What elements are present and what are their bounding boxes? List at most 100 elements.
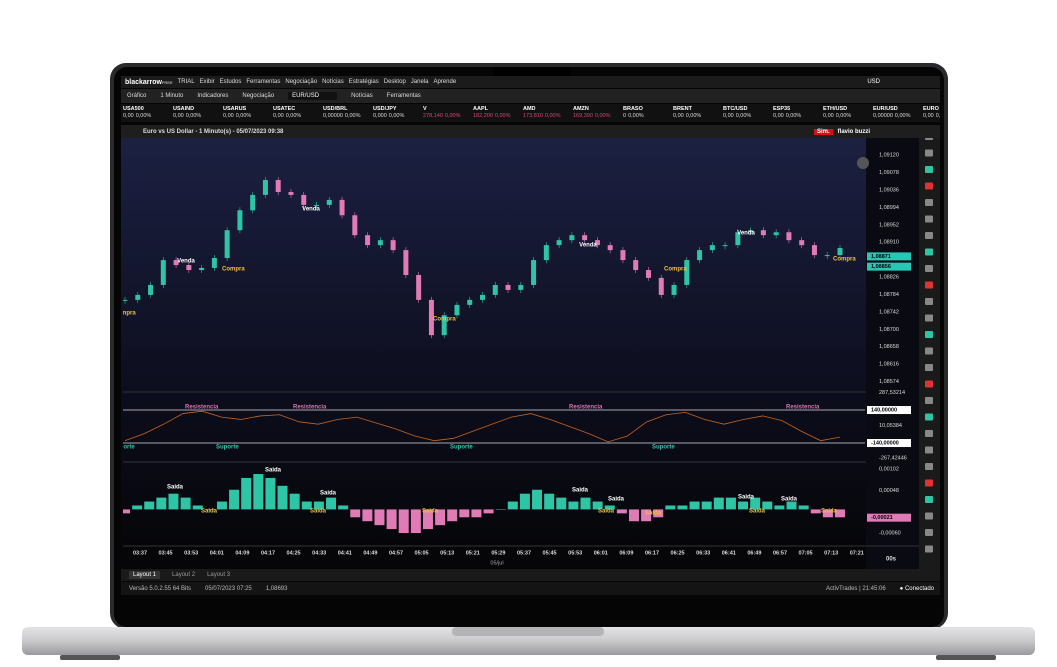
- histogram-bar: [398, 509, 409, 534]
- ticker[interactable]: BRENT 0,00 0,00%: [671, 106, 721, 120]
- histogram-bar: [750, 497, 761, 510]
- ticker[interactable]: AMZN 169,390 0,00%: [571, 106, 621, 120]
- time-label: 06:17: [645, 550, 659, 556]
- price-axis: [866, 138, 919, 569]
- ticker[interactable]: ESP35 0,00 0,00%: [771, 106, 821, 120]
- support-label: Suporte: [652, 445, 675, 451]
- histogram-bar: [810, 509, 821, 514]
- ticker[interactable]: ETH/USD 0,00 0,00%: [821, 106, 871, 120]
- menu-item[interactable]: Estudos: [219, 79, 242, 85]
- toolbar-button[interactable]: Negociação: [242, 93, 275, 99]
- scroll-button[interactable]: [857, 157, 869, 169]
- ticker-change: 0,00%: [735, 113, 752, 119]
- chart-title: Euro vs US Dollar - 1 Minuto(s) - 05/07/…: [143, 128, 284, 135]
- menu-item[interactable]: Desktop: [383, 79, 406, 85]
- toolbar-button[interactable]: Indicadores: [197, 93, 229, 99]
- time-label: 05:21: [466, 550, 480, 556]
- hist-tick-label: -0,00060: [879, 530, 901, 536]
- histogram-bar: [483, 509, 494, 514]
- layout-tab[interactable]: Layout 1: [129, 571, 161, 579]
- tool-icon: [925, 463, 933, 470]
- layout-tab[interactable]: Layout 3: [207, 572, 231, 578]
- histogram-bar: [374, 509, 385, 526]
- histogram-bar: [568, 501, 579, 510]
- menu-item[interactable]: Notícias: [322, 79, 344, 85]
- menu-item[interactable]: Estratégias: [348, 79, 379, 85]
- signal-label: Venda: [302, 207, 320, 213]
- tool-icon: [925, 364, 933, 371]
- time-label: 04:57: [389, 550, 403, 556]
- ticker-change: 0,00%: [285, 113, 302, 119]
- price-tick-label: 1,08700: [879, 327, 899, 333]
- histogram-bar: [386, 509, 397, 530]
- ticker[interactable]: BRASO 0 0,00%: [621, 106, 671, 120]
- ticker[interactable]: USATEC 0,00 0,00%: [271, 106, 321, 120]
- ticker[interactable]: AAPL 182,200 0,00%: [471, 106, 521, 120]
- menu-item[interactable]: TRIAL: [177, 79, 195, 85]
- ticker-price: 0,00: [923, 113, 934, 119]
- tool-icon: [925, 397, 933, 404]
- brand-edition: FREE: [161, 79, 173, 85]
- histogram-bar: [738, 501, 749, 510]
- ticker-change: 0,00%: [935, 113, 940, 119]
- ticker[interactable]: USA500 0,00 0,00%: [121, 106, 171, 120]
- time-label: 06:49: [747, 550, 761, 556]
- histogram-bar: [798, 505, 809, 510]
- layout-tab[interactable]: Layout 2: [172, 572, 196, 578]
- ticker[interactable]: BTC/USD 0,00 0,00%: [721, 106, 771, 120]
- menu-item[interactable]: Exibir: [199, 79, 215, 85]
- support-label: Suporte: [112, 445, 135, 451]
- candle: [697, 250, 703, 261]
- histogram-bar: [350, 509, 361, 518]
- candle: [658, 277, 664, 295]
- tool-icon: [925, 430, 933, 437]
- histogram-bar: [241, 477, 252, 510]
- candle: [275, 179, 281, 193]
- candle: [671, 284, 677, 295]
- signal-label: Compra: [222, 267, 245, 273]
- menu-item[interactable]: Aprende: [433, 79, 457, 85]
- toolbar-button[interactable]: 1 Minuto: [160, 93, 184, 99]
- layout-tabs: Layout 1 Layout 2 Layout 3: [121, 569, 940, 581]
- toolbar-button[interactable]: EUR/USD: [288, 92, 338, 100]
- exit-label: Saida: [167, 485, 184, 491]
- currency[interactable]: USD: [867, 79, 880, 85]
- candle: [390, 240, 396, 251]
- ticker[interactable]: AMD 173,810 0,00%: [521, 106, 571, 120]
- candle: [543, 245, 549, 261]
- candle: [428, 299, 434, 336]
- candle: [199, 267, 205, 271]
- ticker-symbol: USAIND: [173, 106, 195, 112]
- toolbar-button[interactable]: Gráfico: [127, 93, 147, 99]
- menu-item[interactable]: Ferramentas: [246, 79, 281, 85]
- price-tick-label: 1,08784: [879, 292, 899, 298]
- signal-label: Compra: [833, 257, 856, 263]
- hist-last-label: -0,00021: [871, 515, 893, 521]
- last-price-box: [867, 252, 911, 261]
- ticker[interactable]: EUR/USD 0,00000 0,00%: [871, 106, 921, 120]
- ticker[interactable]: USD/BRL 0,00000 0,00%: [321, 106, 371, 120]
- candle: [467, 299, 473, 305]
- signal-label: Venda: [737, 231, 755, 237]
- ticker[interactable]: V 278,140 0,00%: [421, 106, 471, 120]
- exit-label: Saida: [738, 495, 755, 501]
- candle: [811, 245, 817, 256]
- histogram-bar: [301, 501, 312, 510]
- price-tick-label: 1,09120: [879, 153, 899, 159]
- menu-item[interactable]: Negociação: [285, 79, 318, 85]
- toolbar-button[interactable]: Ferramentas: [386, 93, 421, 99]
- menu-item[interactable]: Janela: [410, 79, 429, 85]
- ticker[interactable]: USAIND 0,00 0,00%: [171, 106, 221, 120]
- time-label: 04:41: [338, 550, 352, 556]
- histogram-bar: [422, 509, 433, 530]
- ticker-symbol: USD/BRL: [323, 106, 348, 112]
- ticker[interactable]: USARUS 0,00 0,00%: [221, 106, 271, 120]
- ticker-change: 0,00%: [235, 113, 252, 119]
- tool-icon: [925, 347, 933, 355]
- ticker[interactable]: USD/JPY 0,000 0,00%: [371, 106, 421, 120]
- histogram-bar: [544, 493, 555, 510]
- broker: ActivTrades | 21:45:06: [825, 585, 886, 592]
- toolbar-button[interactable]: Notícias: [351, 93, 373, 99]
- candle: [505, 284, 511, 290]
